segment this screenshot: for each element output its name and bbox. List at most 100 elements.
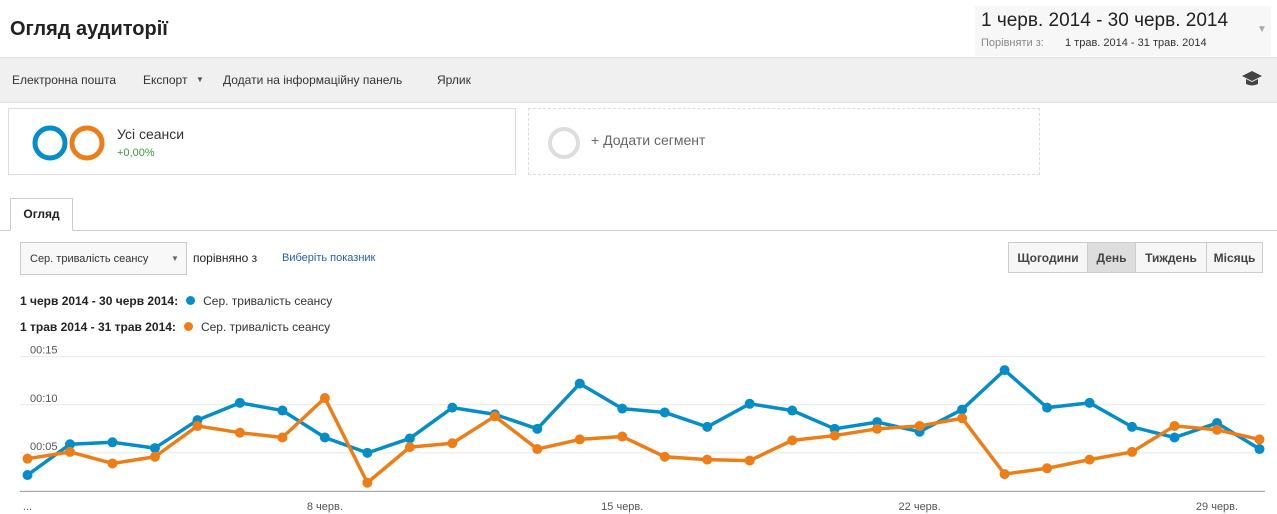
data-point [659, 407, 670, 418]
data-point [64, 446, 75, 457]
legend-entry: 1 черв 2014 - 30 черв 2014: Сер. триваліс… [20, 294, 332, 308]
data-point [744, 455, 755, 466]
legend-period: 1 черв 2014 - 30 черв 2014: [20, 294, 179, 308]
data-point [362, 447, 373, 458]
granularity-button[interactable]: День [1087, 242, 1136, 273]
data-point [829, 430, 840, 441]
data-point [489, 411, 500, 422]
data-point [999, 469, 1010, 480]
segment-change: +0,00% [117, 147, 155, 159]
tab[interactable]: Огляд [10, 198, 73, 231]
data-point [702, 421, 713, 432]
dropdown-arrow: ▼ [196, 75, 204, 84]
series-line [26, 368, 1261, 477]
data-point [149, 443, 160, 454]
data-point [64, 439, 75, 450]
toolbar-item[interactable]: Електронна пошта [12, 73, 117, 87]
data-point [149, 451, 160, 462]
y-tick-label: 00:15 [30, 345, 58, 357]
toolbar-item[interactable]: Експорт [143, 73, 188, 87]
add-segment[interactable]: + Додати сегмент [528, 108, 1040, 175]
data-point [914, 420, 925, 431]
x-tick-label: 15 черв. [601, 501, 643, 513]
data-point [1084, 397, 1095, 408]
legend-swatch [183, 322, 193, 331]
legend-swatch [186, 296, 196, 305]
granularity-button[interactable]: Тиждень [1135, 242, 1207, 273]
toolbar-item[interactable]: Додати на інформаційну панель [223, 73, 403, 87]
date-range: 1 черв. 2014 - 30 черв. 2014 [981, 10, 1229, 31]
data-point [1212, 424, 1223, 435]
metric-label: Сер. тривалість сеансу [30, 253, 149, 265]
data-point [192, 420, 203, 431]
data-point [107, 437, 118, 448]
granularity-button[interactable]: Місяць [1206, 242, 1263, 273]
dropdown-arrow: ▼ [171, 254, 179, 263]
data-point [532, 444, 543, 455]
data-point [999, 365, 1010, 376]
data-point [277, 432, 288, 443]
academy-icon[interactable] [1240, 70, 1264, 88]
data-point [1084, 454, 1095, 465]
data-point [447, 402, 458, 413]
legend-label: Сер. тривалість сеансу [203, 294, 333, 308]
add-segment-icon [548, 127, 580, 159]
data-point [1042, 402, 1053, 413]
data-point [957, 404, 968, 415]
data-point [22, 453, 33, 464]
data-point [1127, 421, 1138, 432]
data-point [574, 434, 585, 445]
x-tick-label: 8 черв. [307, 501, 343, 513]
toolbar-item[interactable]: Ярлик [437, 73, 471, 87]
data-point [872, 423, 883, 434]
data-point [362, 477, 373, 488]
data-point [1254, 444, 1265, 455]
data-point [404, 433, 415, 444]
dropdown-arrow: ▼ [1257, 24, 1267, 35]
data-point [107, 458, 118, 469]
add-segment-label: + Додати сегмент [591, 132, 706, 148]
tab-line [0, 230, 1277, 231]
x-tick-label: 22 черв. [899, 501, 941, 513]
data-point [574, 378, 585, 389]
data-point [787, 435, 798, 446]
x-tick-label: ... [23, 501, 32, 513]
data-point [319, 393, 330, 404]
page-title: Огляд аудиторії [10, 18, 168, 40]
segment-icon [32, 125, 105, 161]
data-point [957, 413, 968, 424]
y-tick-label: 00:10 [30, 393, 58, 405]
data-point [404, 442, 415, 453]
select-metric-link[interactable]: Виберіть показник [282, 252, 376, 264]
data-point [787, 405, 798, 416]
y-tick-label: 00:05 [30, 441, 58, 453]
data-point [744, 398, 755, 409]
granularity-button[interactable]: Щогодини [1008, 242, 1088, 273]
date-picker[interactable]: 1 черв. 2014 - 30 черв. 2014 Порівняти з… [975, 6, 1271, 56]
chart: 00:05 00:10 00:15... 8 черв. 15 черв. 22 черв… [20, 345, 1265, 513]
data-point [617, 403, 628, 414]
data-point [1169, 432, 1180, 443]
data-point [319, 432, 330, 443]
legend-entry: 1 трав 2014 - 31 трав 2014: Сер. триваліс… [20, 320, 330, 334]
segment-name: Усі сеанси [117, 126, 185, 142]
compare-text: порівняно з [193, 251, 258, 265]
data-point [234, 427, 245, 438]
data-point [234, 397, 245, 408]
legend-label: Сер. тривалість сеансу [200, 320, 331, 334]
compare-label: Порівняти з: [981, 37, 1044, 49]
legend-period: 1 трав 2014 - 31 трав 2014: [20, 320, 176, 334]
segment-card[interactable]: Усі сеанси +0,00% [8, 108, 516, 175]
data-point [447, 438, 458, 449]
compare-range: 1 трав. 2014 - 31 трав. 2014 [1065, 37, 1207, 49]
series-line [27, 396, 1260, 485]
data-point [277, 405, 288, 416]
metric-dropdown[interactable]: Сер. тривалість сеансу ▼ [20, 242, 187, 275]
data-point [1127, 446, 1138, 457]
data-point [1254, 434, 1265, 445]
data-point [702, 454, 713, 465]
toolbar: Електронна пошта Експорт ▼ Додати на інф… [0, 57, 1277, 103]
data-point [532, 423, 543, 434]
data-point [1042, 463, 1053, 474]
